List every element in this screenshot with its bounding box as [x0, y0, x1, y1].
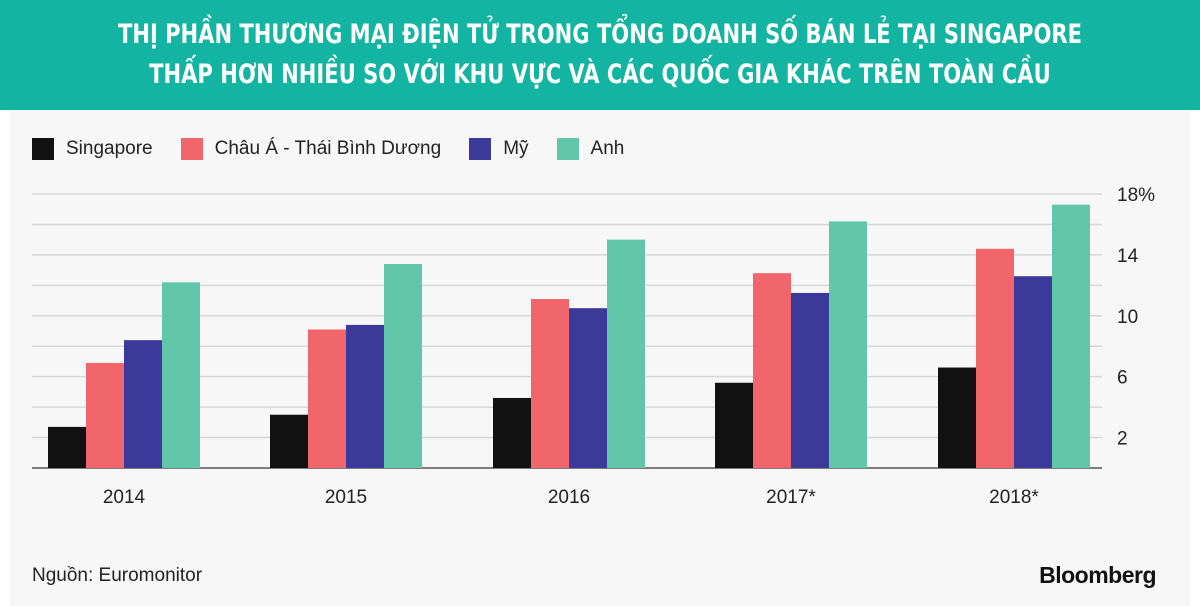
- bar-apac-1: [308, 329, 346, 468]
- y-tick-label: 6: [1117, 368, 1128, 389]
- bar-us-4: [1014, 276, 1052, 468]
- y-tick-label: 18%: [1117, 185, 1155, 206]
- x-tick-label: 2016: [548, 487, 590, 508]
- legend-label: Mỹ: [503, 138, 529, 159]
- y-tick-label: 2: [1117, 429, 1128, 450]
- bar-apac-0: [86, 362, 124, 468]
- bar-chart: 2 6 10 14 18% 2014 2015 2016 2017* 2018*: [32, 185, 1155, 508]
- bar-us-3: [791, 292, 829, 468]
- legend-item-3: Anh: [556, 138, 625, 160]
- bar-uk-0: [162, 282, 200, 468]
- legend-item-0: Singapore: [32, 138, 153, 160]
- legend: Singapore Châu Á - Thái Bình Dương Mỹ Anh: [32, 134, 652, 164]
- legend-label: Châu Á - Thái Bình Dương: [214, 138, 442, 159]
- bar-apac-4: [976, 248, 1014, 468]
- bar-apac-3: [753, 273, 791, 468]
- x-tick-label: 2015: [325, 487, 367, 508]
- legend-swatch: [180, 138, 203, 160]
- x-tick-label: 2017*: [766, 487, 816, 508]
- bar-uk-3: [829, 221, 867, 468]
- bar-us-0: [124, 340, 162, 468]
- bar-singapore-3: [715, 382, 753, 468]
- title-line-1: THỊ PHẦN THƯƠNG MẠI ĐIỆN TỬ TRONG TỔNG D…: [117, 19, 1083, 50]
- bar-singapore-0: [48, 426, 86, 468]
- bar-us-2: [569, 308, 607, 468]
- x-tick-label: 2014: [103, 487, 146, 508]
- bar-singapore-1: [270, 414, 308, 468]
- title-line-2: THẤP HƠN NHIỀU SO VỚI KHU VỰC VÀ CÁC QUỐ…: [149, 59, 1051, 90]
- bar-singapore-2: [493, 397, 531, 468]
- brand-logo: Bloomberg: [1039, 562, 1156, 588]
- chart-title: THỊ PHẦN THƯƠNG MẠI ĐIỆN TỬ TRONG TỔNG D…: [0, 0, 1200, 110]
- source-note: Nguồn: Euromonitor: [32, 565, 203, 586]
- chart-panel: Singapore Châu Á - Thái Bình Dương Mỹ Anh 2…: [10, 110, 1190, 606]
- bar-singapore-4: [938, 367, 976, 468]
- legend-label: Anh: [590, 138, 625, 159]
- y-tick-label: 10: [1117, 307, 1138, 328]
- bar-uk-4: [1052, 204, 1090, 468]
- legend-label: Singapore: [66, 138, 153, 159]
- bar-uk-1: [384, 264, 422, 468]
- legend-swatch: [469, 138, 492, 160]
- y-tick-label: 14: [1117, 246, 1139, 267]
- legend-swatch: [556, 138, 579, 160]
- legend-swatch: [32, 138, 54, 160]
- legend-item-1: Châu Á - Thái Bình Dương: [180, 138, 442, 160]
- x-tick-label: 2018*: [989, 487, 1039, 508]
- bar-us-1: [346, 324, 384, 468]
- legend-item-2: Mỹ: [469, 138, 529, 160]
- bar-uk-2: [607, 239, 645, 468]
- bar-apac-2: [531, 299, 569, 468]
